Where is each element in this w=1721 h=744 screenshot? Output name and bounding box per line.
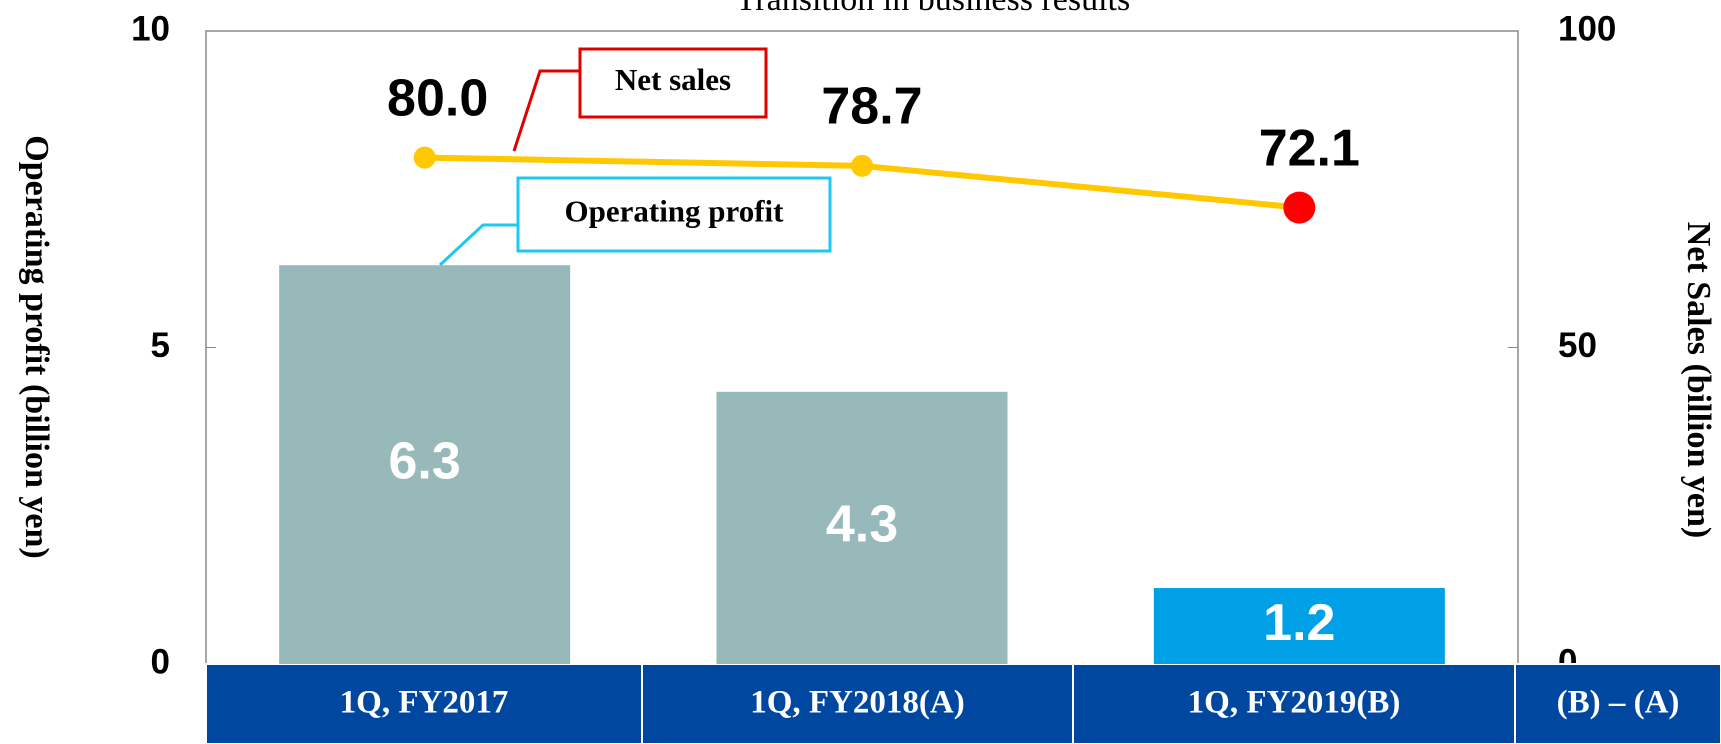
bar	[716, 391, 1008, 664]
chart-title: Transition in business results	[736, 0, 1131, 18]
bar-value-label: 6.3	[389, 432, 461, 490]
x-tick-label: 1Q, FY2018(A)	[750, 685, 964, 721]
line-value-label: 78.7	[821, 78, 922, 136]
header-label: (B) – (A)	[1557, 685, 1680, 721]
line-marker	[413, 146, 436, 169]
legend-label: Operating profit	[565, 194, 785, 229]
callout-leader	[512, 69, 580, 152]
bar	[1153, 588, 1445, 664]
x-tick-label: 1Q, FY2017	[340, 685, 509, 721]
line-value-label: 80.0	[387, 69, 488, 127]
line-marker	[851, 154, 873, 177]
y2-tick-label: 100	[1558, 9, 1616, 48]
y-tick-label: 10	[131, 9, 170, 48]
header-cell	[1072, 663, 1516, 744]
legend-box	[516, 176, 832, 253]
bar-value-label: 4.3	[826, 496, 898, 554]
line-marker	[1283, 191, 1316, 224]
legend-label: Net sales	[615, 62, 731, 97]
callout-leader	[438, 223, 518, 267]
y2-axis-label: Net Sales (billion yen)	[1680, 222, 1717, 538]
line-value-label: 72.1	[1259, 119, 1360, 177]
y-tick-label: 5	[151, 326, 170, 365]
legend-box	[578, 47, 768, 119]
bar	[279, 265, 571, 664]
y-axis-label: Operating profit (billion yen)	[18, 135, 55, 558]
header-cell	[1514, 663, 1721, 744]
x-tick-label: 1Q, FY2019(B)	[1188, 685, 1401, 721]
y2-tick-label: 50	[1558, 326, 1597, 365]
bar-value-label: 1.2	[1263, 594, 1335, 652]
y-tick-label: 0	[151, 642, 170, 681]
